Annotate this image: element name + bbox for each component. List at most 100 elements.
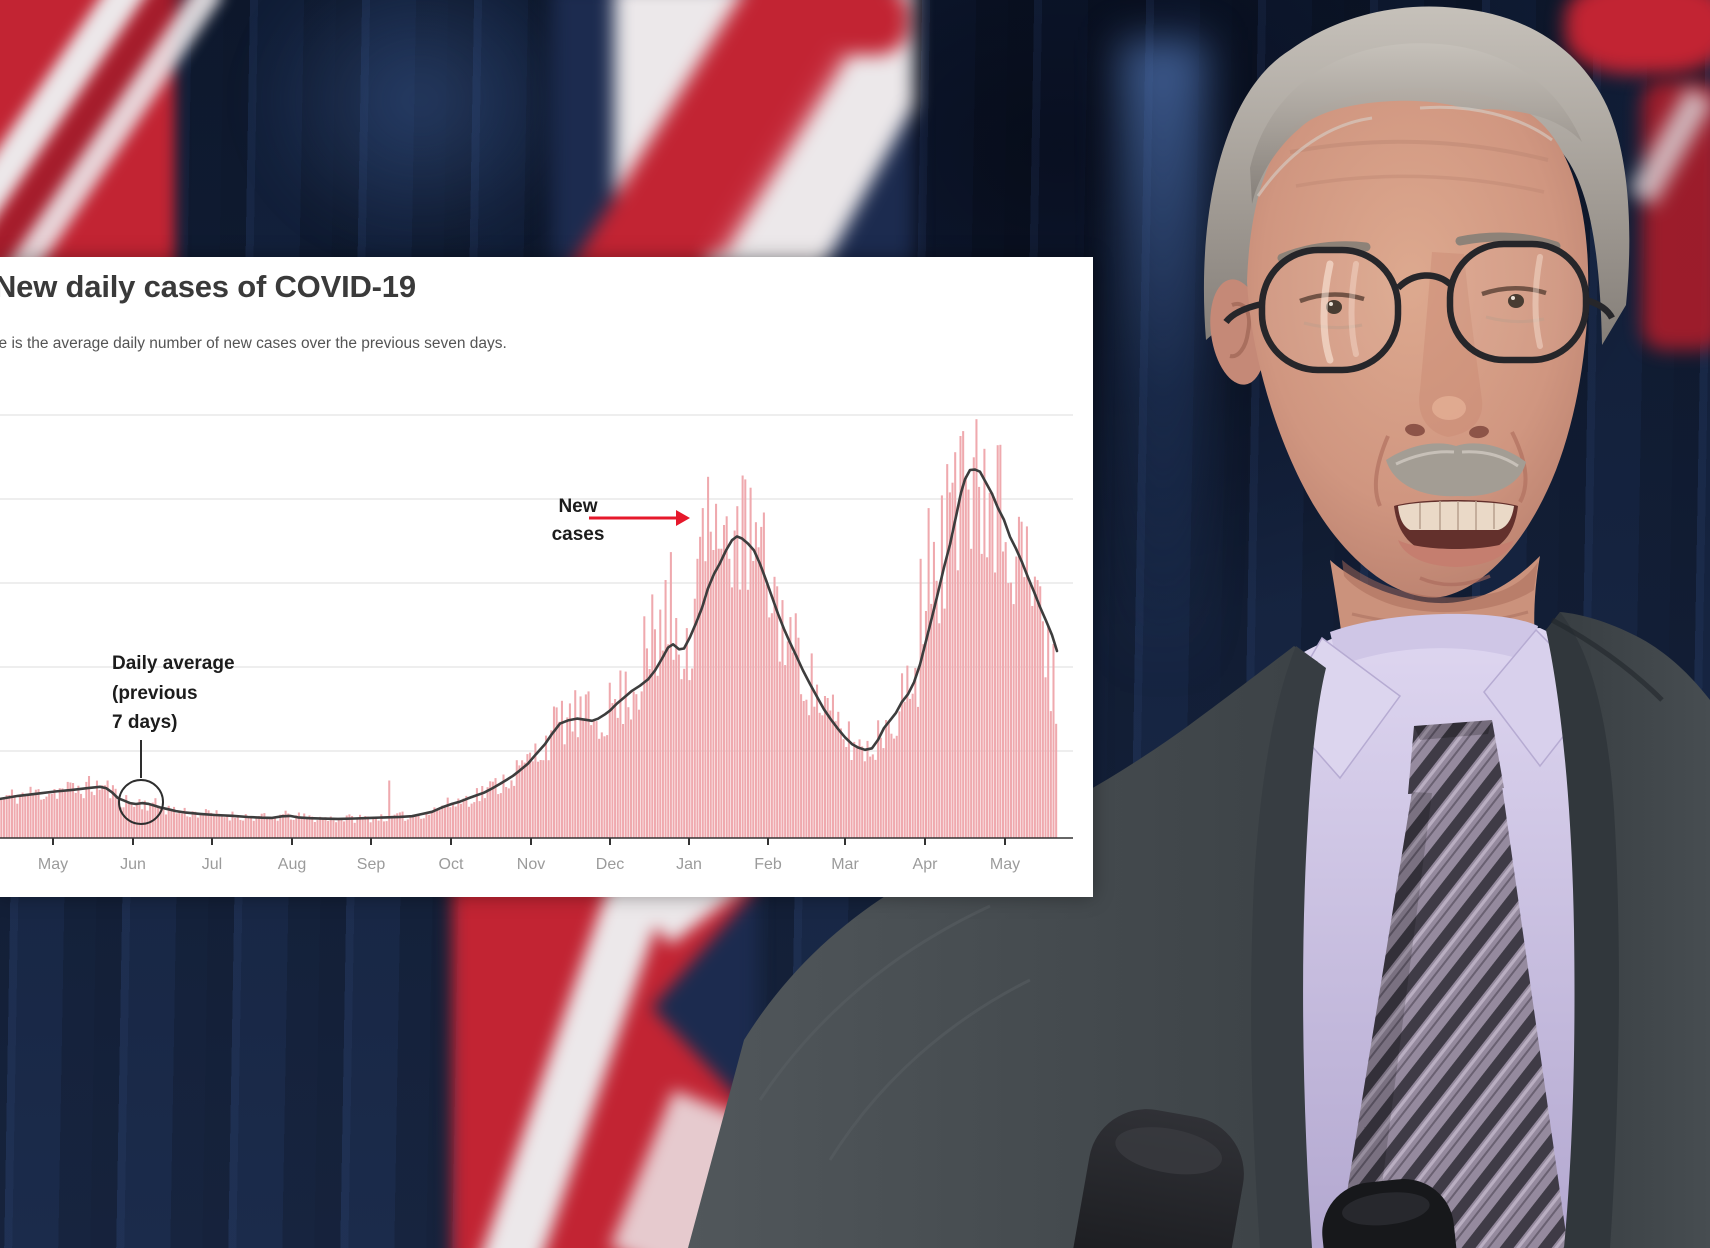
case-bar <box>839 728 842 838</box>
case-bar <box>760 526 763 838</box>
case-bar <box>93 795 96 838</box>
case-bar <box>733 530 736 838</box>
case-bar <box>409 815 412 838</box>
case-bar <box>414 815 417 838</box>
case-bar <box>595 721 598 838</box>
case-bar <box>568 703 571 838</box>
case-bar <box>967 489 970 838</box>
case-bar <box>645 648 648 838</box>
case-bar <box>1004 542 1007 838</box>
case-bar <box>738 589 741 838</box>
case-bar <box>72 783 75 838</box>
case-bar <box>914 667 917 838</box>
case-bar <box>890 733 893 838</box>
case-bar <box>598 738 601 838</box>
case-bar <box>600 732 603 838</box>
case-bar <box>980 553 983 838</box>
case-bar <box>667 644 670 838</box>
case-bar <box>494 778 497 838</box>
case-bar <box>893 738 896 838</box>
case-bar <box>683 668 686 838</box>
case-bar <box>210 812 213 838</box>
case-bar <box>1033 576 1036 838</box>
case-bar <box>847 721 850 838</box>
case-bar <box>715 503 718 838</box>
case-bar <box>994 572 997 838</box>
case-bar <box>571 731 574 838</box>
case-bar <box>640 691 643 838</box>
case-bar <box>380 814 383 838</box>
case-bar <box>818 712 821 838</box>
case-bar <box>723 525 726 838</box>
case-bar <box>590 725 593 838</box>
case-bar <box>1031 606 1034 838</box>
case-bar <box>829 710 832 838</box>
case-bar <box>308 815 311 838</box>
case-bar <box>266 816 269 838</box>
case-bar <box>810 653 813 838</box>
case-bar <box>592 720 595 838</box>
case-bar <box>356 818 359 838</box>
case-bar <box>680 679 683 838</box>
case-bar <box>369 822 372 838</box>
case-bar <box>234 817 237 838</box>
case-bar <box>212 815 215 838</box>
case-bar <box>1020 521 1023 838</box>
case-bar <box>412 816 415 838</box>
case-bar <box>821 715 824 838</box>
month-label: Jul <box>202 856 222 873</box>
case-bar <box>50 793 53 838</box>
annotation-daily-average-line3: 7 days) <box>112 712 178 733</box>
case-bar <box>970 548 973 838</box>
month-label: Apr <box>913 856 939 873</box>
case-bar <box>1017 516 1020 838</box>
case-bar <box>911 693 914 838</box>
case-bar <box>582 719 585 838</box>
case-bar <box>1012 604 1015 838</box>
case-bar <box>37 789 40 838</box>
case-bar <box>887 723 890 838</box>
case-bar <box>481 786 484 838</box>
case-bar <box>924 611 927 838</box>
month-label: Mar <box>831 856 859 873</box>
case-bar <box>255 816 258 838</box>
case-bar <box>587 691 590 838</box>
case-bar <box>531 761 534 838</box>
case-bar <box>194 811 197 838</box>
month-label: Oct <box>439 856 464 873</box>
case-bar <box>329 816 332 838</box>
case-bar <box>964 475 967 838</box>
month-label: May <box>990 856 1020 873</box>
covid-chart-plot: May Jun Jul Aug Sep Oct Nov Dec Jan Feb Mar Apr May <box>0 414 1073 873</box>
case-bar <box>842 739 845 838</box>
case-bar <box>42 799 45 838</box>
case-bar <box>475 788 478 838</box>
case-bar <box>627 707 630 838</box>
case-bar <box>13 795 16 838</box>
case-bar <box>130 802 133 838</box>
case-bar <box>348 814 351 838</box>
case-bar <box>366 816 370 838</box>
case-bar <box>300 818 303 838</box>
case-bar <box>114 788 117 838</box>
daily-average-circle <box>118 779 164 825</box>
person-eyes <box>1299 286 1547 330</box>
case-bar <box>898 711 901 838</box>
case-bar <box>866 740 869 838</box>
case-bar <box>845 747 848 838</box>
case-bar <box>935 580 938 838</box>
case-bar <box>18 794 21 838</box>
case-bar <box>603 736 606 838</box>
case-bar <box>239 819 242 838</box>
case-bar <box>53 789 56 838</box>
case-bar <box>2 797 6 838</box>
case-bar <box>922 644 925 838</box>
case-bar <box>117 799 120 838</box>
case-bar <box>547 760 550 838</box>
case-bar <box>425 813 428 838</box>
case-bar <box>1001 551 1005 838</box>
case-bar <box>372 817 375 838</box>
case-bar <box>207 810 210 838</box>
case-bar <box>146 810 149 838</box>
case-bar <box>505 787 508 838</box>
